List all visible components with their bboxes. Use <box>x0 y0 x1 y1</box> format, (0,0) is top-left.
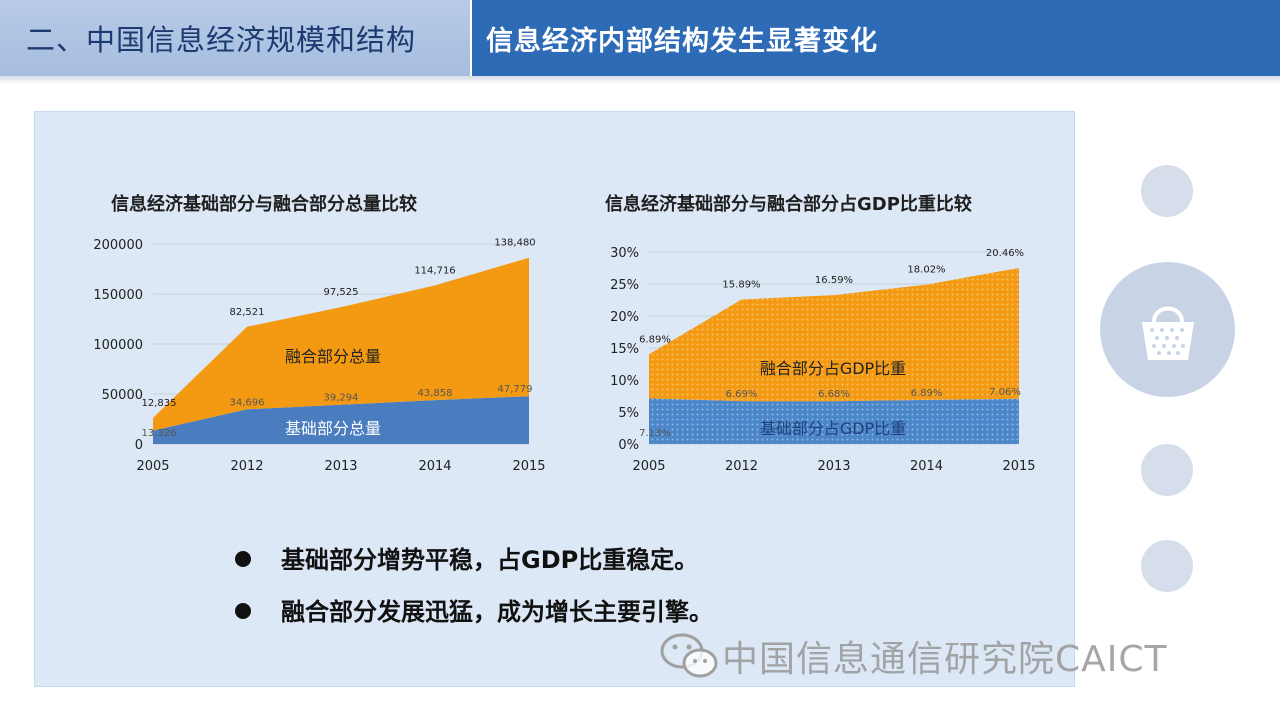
bullet-1-text: 基础部分增势平稳，占GDP比重稳定。 <box>281 546 699 574</box>
bullet-2-text: 融合部分发展迅猛，成为增长主要引擎。 <box>281 598 713 626</box>
decor-circle-1 <box>1141 165 1193 217</box>
bullet-2: 融合部分发展迅猛，成为增长主要引擎。 <box>235 592 713 627</box>
wechat-icon <box>660 633 718 678</box>
series-name-basic: 基础部分占GDP比重 <box>760 419 906 438</box>
x-tick-label: 2005 <box>632 459 665 474</box>
x-tick-label: 2012 <box>725 459 758 474</box>
data-label-basic: 6.68% <box>818 389 850 400</box>
y-tick-label: 150000 <box>93 288 143 303</box>
y-tick-label: 25% <box>610 278 639 293</box>
basket-icon <box>1141 306 1194 360</box>
slide-header: 信息经济内部结构发生显著变化 <box>472 0 1280 76</box>
x-tick-label: 2015 <box>512 459 545 474</box>
data-label-basic: 7.06% <box>989 387 1021 398</box>
y-tick-label: 15% <box>610 342 639 357</box>
data-label-fusion: 114,716 <box>414 265 455 276</box>
y-tick-label: 200000 <box>93 238 143 253</box>
x-tick-label: 2014 <box>910 459 943 474</box>
watermark-text: 中国信息通信研究院CAICT <box>722 639 1168 680</box>
watermark: 中国信息通信研究院CAICT <box>658 630 1168 682</box>
content-panel: 信息经济基础部分与融合部分总量比较 信息经济基础部分与融合部分占GDP比重比较 … <box>34 111 1075 687</box>
data-label-fusion: 16.59% <box>815 275 853 286</box>
series-area-基础部分占GDP比重 <box>649 398 1019 444</box>
y-tick-label: 0% <box>618 438 639 453</box>
x-tick-label: 2012 <box>230 459 263 474</box>
data-label-basic: 47,779 <box>498 384 533 395</box>
basket-badge <box>1100 262 1235 397</box>
chart2-title: 信息经济基础部分与融合部分占GDP比重比较 <box>605 194 972 215</box>
y-tick-label: 30% <box>610 246 639 261</box>
series-name-basic: 基础部分总量 <box>285 419 381 438</box>
y-tick-label: 10% <box>610 374 639 389</box>
series-area-基础部分总量 <box>153 396 529 444</box>
data-label-fusion: 138,480 <box>494 238 535 249</box>
y-tick-label: 5% <box>618 406 639 421</box>
data-label-basic: 13,326 <box>142 428 177 439</box>
data-label-fusion: 15.89% <box>722 279 760 290</box>
data-label-fusion: 20.46% <box>986 248 1024 259</box>
chart1-total-area-chart: 0 50000 100000 150000 200000 2005 2012 2013 2014… <box>93 238 545 474</box>
data-label-fusion: 12,835 <box>142 398 177 409</box>
data-label-basic: 6.89% <box>911 388 943 399</box>
x-tick-label: 2013 <box>817 459 850 474</box>
y-tick-label: 0 <box>135 438 143 453</box>
chart2-gdp-share-area-chart: 0% 5% 10% 15% 20% 25% 30% 2005 2012 2013 2014 2015 7… <box>610 246 1035 474</box>
slide-title: 信息经济内部结构发生显著变化 <box>486 25 878 57</box>
x-tick-label: 2013 <box>324 459 357 474</box>
series-area-融合部分占GDP比重 <box>649 267 1019 402</box>
series-name-fusion: 融合部分占GDP比重 <box>760 359 906 378</box>
y-tick-label: 20% <box>610 310 639 325</box>
data-label-basic: 39,294 <box>324 393 359 404</box>
header-divider <box>0 76 1280 84</box>
data-label-fusion: 18.02% <box>907 265 945 276</box>
decor-circle-2 <box>1141 444 1193 496</box>
y-tick-label: 100000 <box>93 338 143 353</box>
section-title: 二、中国信息经济规模和结构 <box>26 23 417 57</box>
x-tick-label: 2015 <box>1002 459 1035 474</box>
x-tick-label: 2005 <box>136 459 169 474</box>
bullet-dot <box>235 603 251 619</box>
series-name-fusion: 融合部分总量 <box>285 347 381 366</box>
data-label-basic: 7.13% <box>639 428 671 439</box>
y-tick-label: 50000 <box>102 388 143 403</box>
bullet-dot <box>235 551 251 567</box>
data-label-basic: 43,858 <box>418 388 453 399</box>
chart1-title: 信息经济基础部分与融合部分总量比较 <box>111 194 417 215</box>
data-label-basic: 6.69% <box>726 389 758 400</box>
bullet-1: 基础部分增势平稳，占GDP比重稳定。 <box>235 540 698 575</box>
decor-circle-3 <box>1141 540 1193 592</box>
data-label-basic: 34,696 <box>230 397 265 408</box>
data-label-fusion: 82,521 <box>230 307 265 318</box>
x-tick-label: 2014 <box>418 459 451 474</box>
series-area-融合部分总量 <box>153 257 529 431</box>
section-header: 二、中国信息经济规模和结构 <box>0 0 470 76</box>
data-label-fusion: 97,525 <box>324 287 359 298</box>
data-label-fusion: 6.89% <box>639 334 671 345</box>
